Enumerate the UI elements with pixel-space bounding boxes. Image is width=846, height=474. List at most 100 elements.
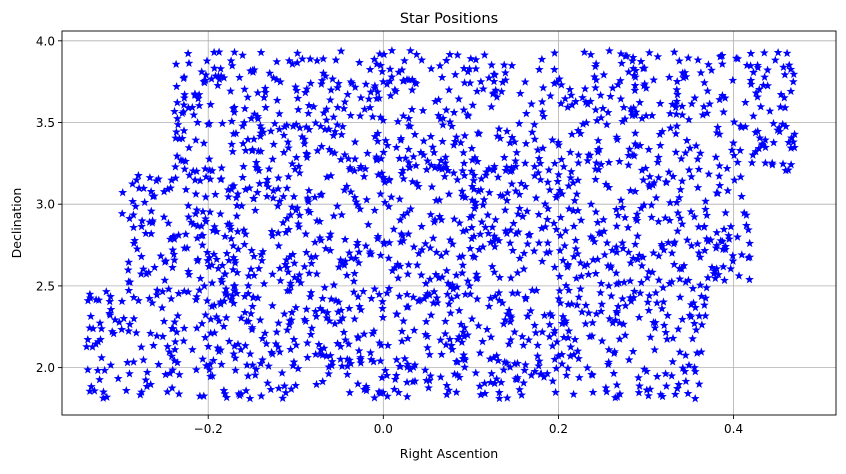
star-marker — [240, 307, 250, 317]
star-marker — [545, 320, 555, 329]
star-marker — [242, 316, 251, 326]
star-marker — [482, 167, 491, 176]
star-marker — [593, 136, 603, 145]
star-marker — [588, 255, 598, 264]
star-marker — [596, 113, 606, 122]
star-marker — [654, 251, 664, 260]
star-marker — [205, 253, 214, 262]
star-marker — [249, 193, 259, 203]
star-marker — [248, 301, 257, 311]
star-marker — [451, 357, 461, 366]
star-marker — [576, 284, 585, 293]
star-marker — [197, 221, 206, 230]
star-marker — [165, 368, 175, 378]
star-marker — [331, 55, 341, 64]
star-marker — [222, 290, 231, 299]
star-marker — [547, 311, 557, 320]
star-marker — [354, 258, 364, 267]
star-marker — [313, 146, 322, 155]
star-marker — [132, 244, 142, 253]
star-marker — [632, 141, 642, 150]
star-marker — [142, 367, 152, 377]
star-marker — [330, 319, 340, 328]
star-marker — [228, 104, 238, 113]
star-marker — [398, 165, 408, 175]
star-marker — [232, 211, 242, 220]
star-marker — [701, 293, 711, 302]
star-marker — [324, 124, 334, 134]
star-marker — [655, 140, 665, 150]
star-marker — [434, 163, 444, 173]
star-marker — [261, 88, 270, 97]
star-marker — [664, 167, 674, 176]
star-marker — [191, 295, 201, 304]
star-marker — [334, 78, 343, 88]
star-marker — [486, 237, 496, 247]
star-marker — [351, 253, 360, 263]
star-marker — [684, 115, 694, 124]
star-marker — [342, 354, 352, 364]
star-marker — [268, 231, 277, 240]
star-marker — [410, 77, 420, 87]
star-marker — [249, 251, 259, 261]
star-marker — [322, 172, 332, 181]
star-marker — [412, 178, 422, 188]
star-marker — [217, 163, 226, 172]
star-marker — [631, 66, 640, 75]
star-marker — [746, 75, 756, 85]
star-marker — [653, 157, 663, 167]
star-marker — [310, 192, 320, 202]
star-marker — [471, 55, 481, 64]
star-marker — [532, 285, 541, 295]
star-marker — [163, 184, 173, 194]
star-marker — [776, 102, 785, 111]
star-marker — [184, 58, 194, 68]
star-marker — [693, 55, 703, 64]
star-marker — [557, 319, 567, 328]
star-marker — [699, 102, 709, 111]
star-marker — [677, 264, 686, 273]
star-marker — [119, 313, 129, 323]
star-marker — [684, 360, 694, 370]
star-marker — [148, 216, 157, 225]
star-marker — [251, 157, 261, 167]
star-marker — [406, 46, 415, 55]
star-marker — [204, 262, 214, 271]
star-marker — [349, 276, 359, 286]
star-marker — [672, 198, 682, 207]
star-marker — [537, 256, 547, 266]
star-marker — [323, 308, 332, 317]
star-marker — [346, 253, 356, 262]
star-marker — [679, 261, 689, 270]
star-marker — [179, 286, 189, 296]
star-marker — [569, 389, 578, 399]
star-marker — [723, 186, 733, 195]
star-marker — [376, 356, 385, 365]
star-marker — [279, 192, 288, 201]
star-marker — [266, 384, 276, 394]
star-marker — [546, 91, 555, 100]
star-marker — [672, 109, 681, 119]
star-marker — [236, 345, 246, 354]
star-marker — [565, 84, 575, 94]
star-marker — [538, 83, 548, 92]
star-marker — [382, 79, 392, 89]
star-marker — [184, 143, 194, 152]
star-marker — [421, 279, 431, 288]
star-marker — [569, 350, 579, 359]
star-marker — [291, 340, 301, 349]
star-marker — [437, 164, 447, 173]
star-marker — [435, 195, 444, 204]
star-marker — [596, 279, 606, 288]
star-marker — [492, 374, 502, 383]
star-marker — [312, 56, 322, 65]
star-marker — [405, 163, 415, 172]
star-marker — [694, 379, 704, 388]
star-marker — [402, 377, 412, 387]
star-marker — [563, 299, 573, 309]
star-marker — [460, 362, 470, 372]
star-marker — [498, 191, 508, 200]
star-marker — [744, 225, 753, 234]
star-marker — [490, 242, 500, 251]
star-marker — [432, 247, 441, 257]
